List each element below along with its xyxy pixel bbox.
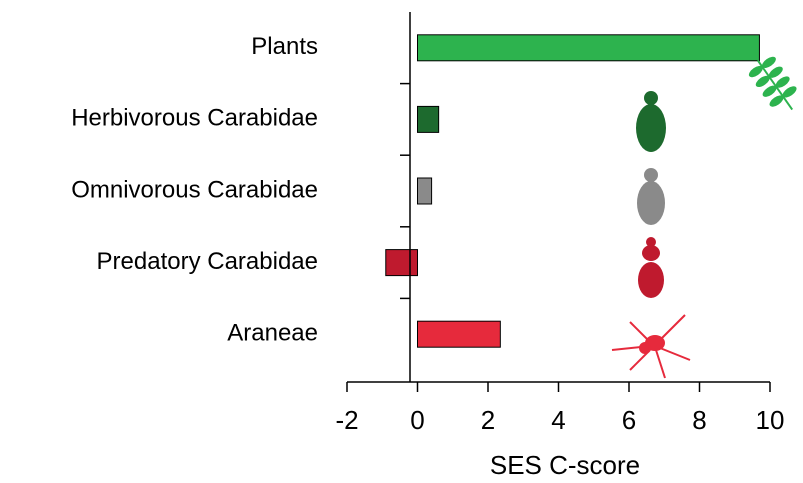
bar [418, 35, 760, 61]
x-tick-label: 2 [481, 405, 495, 435]
beetle-icon [636, 91, 666, 152]
x-axis-title: SES C-score [490, 450, 640, 480]
bar [418, 106, 439, 132]
y-tick-label: Predatory Carabidae [97, 248, 318, 275]
x-tick-label: 8 [692, 405, 706, 435]
leaf-icon [745, 51, 803, 119]
x-tick-label: 10 [756, 405, 785, 435]
chart: Araneae Predatory Carabidae Omnivorous Car… [0, 0, 803, 483]
x-tick-label: 4 [551, 405, 565, 435]
spider-icon [612, 315, 690, 378]
page: Araneae Predatory Carabidae Omnivorous Car… [0, 0, 803, 483]
beetle-icon [637, 168, 665, 225]
y-tick-label: Plants [251, 33, 318, 60]
bar [418, 178, 432, 204]
x-tick-label: 6 [622, 405, 636, 435]
y-tick-label: Omnivorous Carabidae [71, 176, 318, 203]
beetle-icon [638, 237, 664, 298]
bar [386, 250, 418, 276]
x-tick-label: -2 [335, 405, 358, 435]
bar [418, 321, 501, 347]
y-tick-label: Araneae [227, 320, 318, 347]
x-tick-label: 0 [410, 405, 424, 435]
y-tick-label: Herbivorous Carabidae [71, 105, 318, 132]
icons [612, 51, 803, 378]
